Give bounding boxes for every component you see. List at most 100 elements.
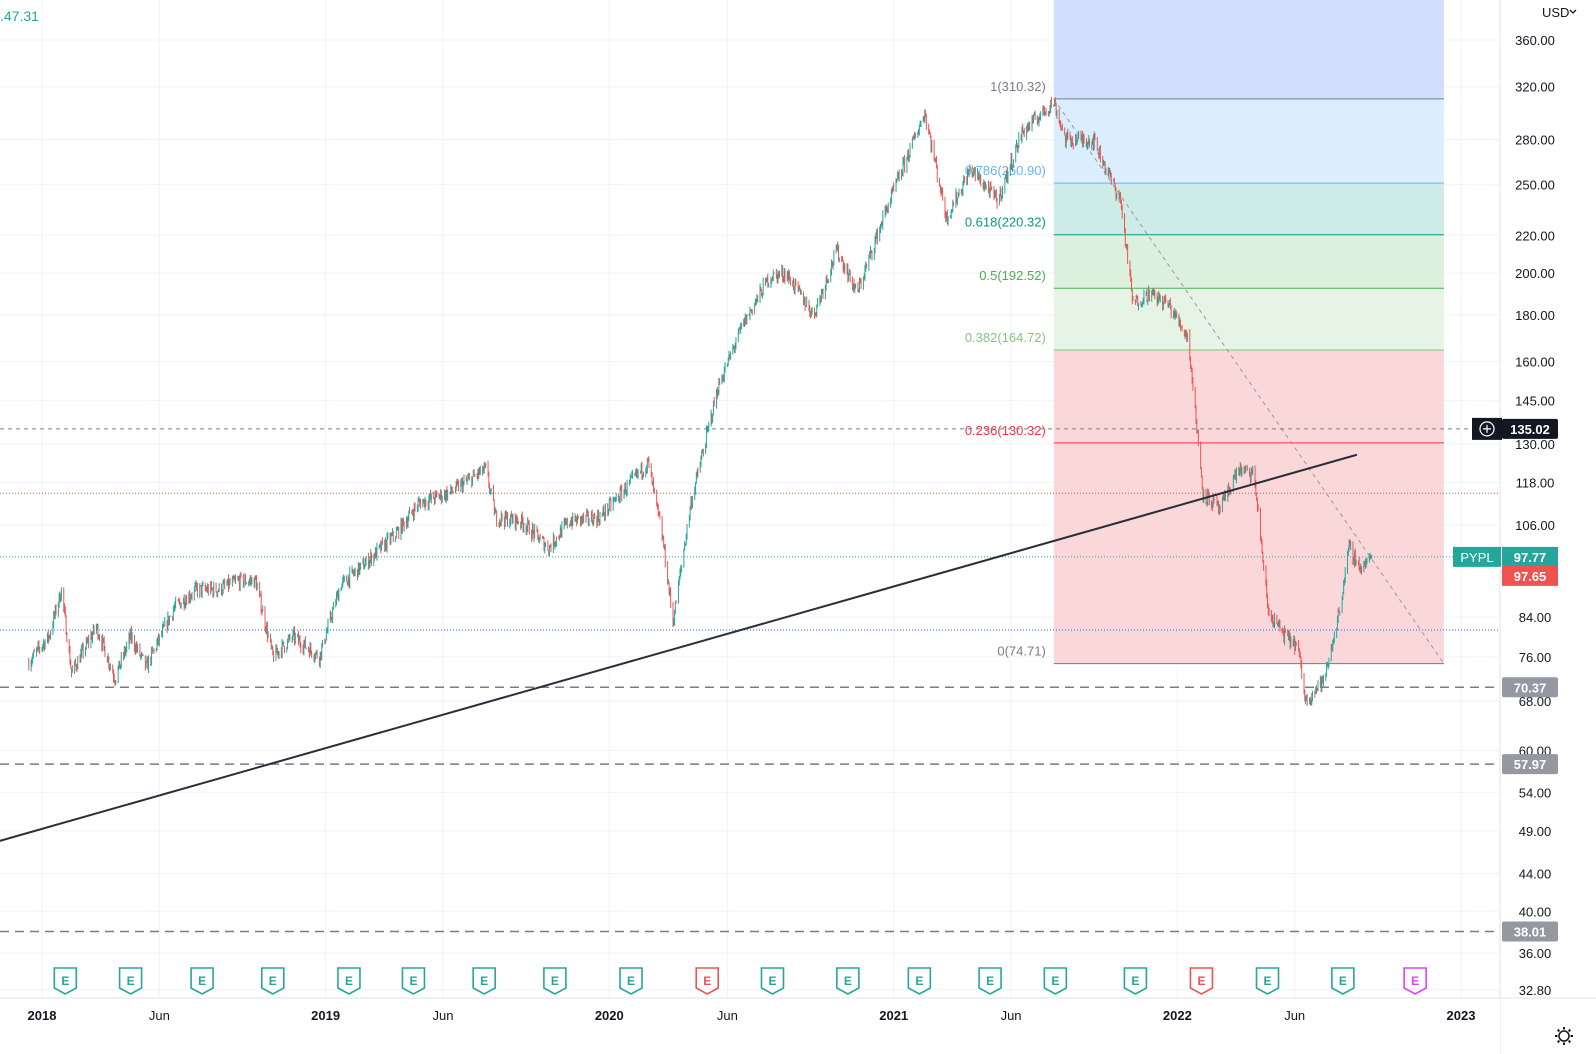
earnings-label: E <box>61 974 69 988</box>
earnings-label: E <box>1339 974 1347 988</box>
fib-level-label: 0.5(192.52) <box>979 268 1046 283</box>
earnings-label: E <box>345 974 353 988</box>
time-axis: 2018 Jun 2019 Jun 2020 Jun 2021 Jun 2022 Jun 2023 <box>0 997 1596 1054</box>
earnings-marker[interactable]: E <box>1403 967 1427 995</box>
fib-zone <box>1053 234 1444 289</box>
earnings-marker[interactable]: E <box>760 967 785 995</box>
price-tick-label: 106.00 <box>1515 518 1555 533</box>
earnings-marker[interactable]: E <box>543 967 567 995</box>
earnings-label: E <box>127 974 135 988</box>
close-price-badge[interactable] <box>1502 565 1558 586</box>
fib-level-label: 0(74.71) <box>997 644 1045 659</box>
time-tick-label: Jun <box>717 1008 738 1023</box>
price-tick-label: 320.00 <box>1515 80 1555 95</box>
price-line-badge[interactable] <box>1502 677 1558 698</box>
earnings-marker[interactable]: E <box>190 967 214 995</box>
earnings-shape <box>261 967 285 995</box>
earnings-marker[interactable]: E <box>695 967 720 995</box>
earnings-marker[interactable]: E <box>619 967 643 995</box>
fib-zone <box>1053 98 1444 184</box>
support-trendline[interactable] <box>0 453 1358 843</box>
price-tick-label: 76.00 <box>1519 650 1552 665</box>
earnings-label: E <box>1197 974 1205 988</box>
earnings-marker[interactable]: E <box>118 967 143 995</box>
fib-zone <box>1053 350 1444 443</box>
time-tick-label: Jun <box>1001 1008 1022 1023</box>
earnings-label: E <box>198 974 206 988</box>
earnings-label: E <box>844 974 852 988</box>
earnings-marker[interactable]: E <box>472 967 496 995</box>
price-tick-label: 180.00 <box>1515 308 1555 323</box>
price-line-badge-text: 38.01 <box>1514 925 1547 940</box>
earnings-marker[interactable]: E <box>907 967 932 995</box>
fib-level-label: 0.786(250.90) <box>965 163 1046 178</box>
price-tick-label: 44.00 <box>1519 867 1552 882</box>
earnings-shape <box>1331 967 1355 995</box>
currency-selector[interactable]: USD <box>1542 5 1577 20</box>
fib-level-label: 0.236(130.32) <box>965 423 1046 438</box>
price-tick-label: 160.00 <box>1515 355 1555 370</box>
close-price-badge-text: 97.65 <box>1514 569 1547 584</box>
earnings-shape <box>619 967 643 995</box>
earnings-shape <box>1189 967 1214 995</box>
earnings-marker[interactable]: E <box>1331 967 1355 995</box>
fib-zone <box>1053 183 1444 235</box>
earnings-shape <box>695 967 720 995</box>
price-tick-label: 200.00 <box>1515 266 1555 281</box>
price-tick-label: 36.00 <box>1519 946 1552 961</box>
last-price-badge[interactable] <box>1502 546 1558 567</box>
earnings-label: E <box>551 974 559 988</box>
earnings-label: E <box>703 974 711 988</box>
earnings-marker[interactable]: E <box>261 967 285 995</box>
price-tick-label: 145.00 <box>1515 394 1555 409</box>
trendline <box>0 453 1358 843</box>
earnings-label: E <box>480 974 488 988</box>
earnings-shape <box>1043 967 1068 995</box>
price-line-badge[interactable] <box>1502 921 1558 942</box>
last-value-text: .47.31 <box>0 8 39 24</box>
price-tick-label: 360.00 <box>1515 33 1555 48</box>
earnings-label: E <box>1051 974 1059 988</box>
last-price-badge-text: 97.77 <box>1514 550 1547 565</box>
time-tick-label: Jun <box>149 1008 170 1023</box>
earnings-label: E <box>768 974 776 988</box>
time-tick-label: 2022 <box>1163 1008 1192 1023</box>
fib-level-label: 0.618(220.32) <box>965 215 1046 230</box>
earnings-marker[interactable]: E <box>401 967 426 995</box>
earnings-marker[interactable]: E <box>1255 967 1280 995</box>
earnings-marker[interactable]: E <box>978 967 1002 995</box>
earnings-shape <box>1255 967 1280 995</box>
earnings-label: E <box>915 974 923 988</box>
earnings-shape <box>1123 967 1148 995</box>
price-line-badge[interactable] <box>1502 754 1558 775</box>
earnings-shape <box>1403 967 1427 995</box>
price-tick-label: 68.00 <box>1519 694 1552 709</box>
fib-level-label: 0.382(164.72) <box>965 330 1046 345</box>
earnings-label: E <box>1411 974 1419 988</box>
price-tick-label: 84.00 <box>1519 610 1552 625</box>
earnings-label: E <box>1131 974 1139 988</box>
price-tick-label: 49.00 <box>1519 824 1552 839</box>
earnings-marker[interactable]: E <box>337 967 361 995</box>
price-tick-label: 280.00 <box>1515 133 1555 148</box>
time-axis-bg <box>0 998 1500 1054</box>
time-tick-label: 2021 <box>879 1008 908 1023</box>
fib-level-label: 1(310.32) <box>990 79 1046 94</box>
currency-label[interactable]: USD <box>1542 5 1569 20</box>
earnings-shape <box>337 967 361 995</box>
time-tick-label: 2019 <box>311 1008 340 1023</box>
fib-zone <box>1053 442 1444 664</box>
earnings-marker[interactable]: E <box>53 967 78 995</box>
gear-icon[interactable] <box>1555 1027 1573 1045</box>
price-tick-label: 220.00 <box>1515 228 1555 243</box>
symbol-badge[interactable] <box>1453 546 1501 567</box>
earnings-marker[interactable]: E <box>836 967 860 995</box>
earnings-marker[interactable]: E <box>1189 967 1214 995</box>
earnings-marker[interactable]: E <box>1043 967 1068 995</box>
earnings-shape <box>190 967 214 995</box>
earnings-marker[interactable]: E <box>1123 967 1148 995</box>
price-line-badge[interactable] <box>1502 418 1558 439</box>
earnings-shape <box>836 967 860 995</box>
